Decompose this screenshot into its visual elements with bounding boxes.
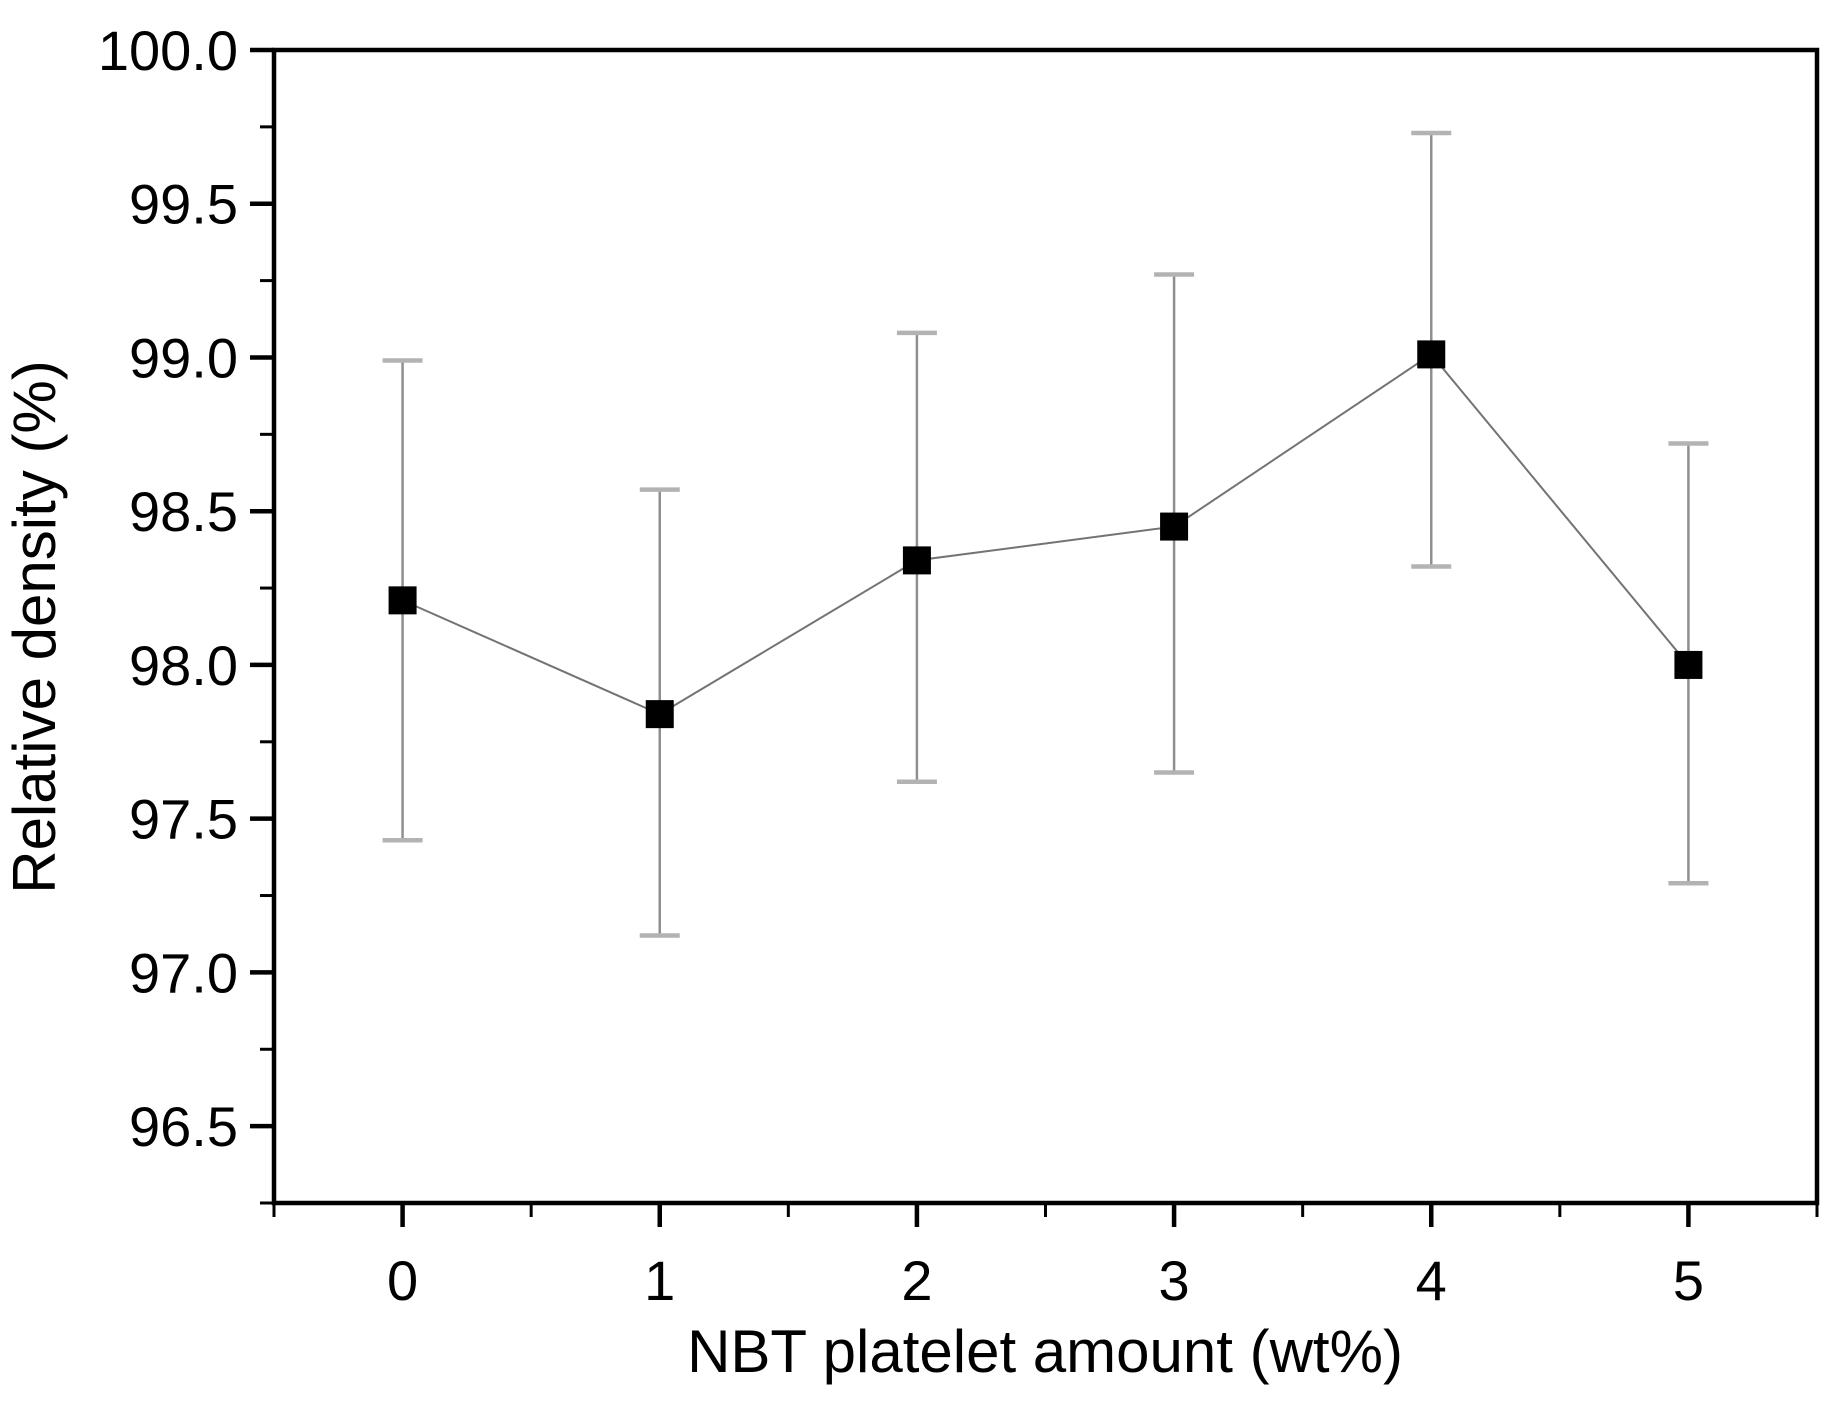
y-tick-label: 98.0 bbox=[129, 634, 238, 697]
y-tick-label: 97.5 bbox=[129, 788, 238, 851]
data-point-marker bbox=[1160, 512, 1189, 541]
data-point-marker bbox=[645, 700, 674, 729]
data-point-marker bbox=[1674, 650, 1703, 679]
y-tick-label: 98.5 bbox=[129, 480, 238, 543]
y-tick-label: 96.5 bbox=[129, 1095, 238, 1158]
x-tick-label: 0 bbox=[387, 1249, 418, 1312]
data-line bbox=[402, 353, 1690, 716]
x-tick-label: 3 bbox=[1159, 1249, 1190, 1312]
y-tick-label: 97.0 bbox=[129, 941, 238, 1004]
data-point-marker bbox=[902, 546, 931, 575]
x-tick-label: 5 bbox=[1673, 1249, 1704, 1312]
data-point-marker bbox=[388, 586, 417, 615]
y-axis-title: Relative density (%) bbox=[1, 360, 68, 894]
x-axis-title: NBT platelet amount (wt%) bbox=[687, 1318, 1403, 1385]
x-tick-label: 2 bbox=[901, 1249, 932, 1312]
data-point-marker bbox=[1417, 340, 1446, 369]
plot-border bbox=[271, 47, 1820, 1206]
x-tick-label: 4 bbox=[1416, 1249, 1447, 1312]
y-tick-label: 100.0 bbox=[98, 19, 238, 82]
y-tick-label: 99.0 bbox=[129, 326, 238, 389]
y-tick-label: 99.5 bbox=[129, 173, 238, 236]
x-tick-label: 1 bbox=[644, 1249, 675, 1312]
